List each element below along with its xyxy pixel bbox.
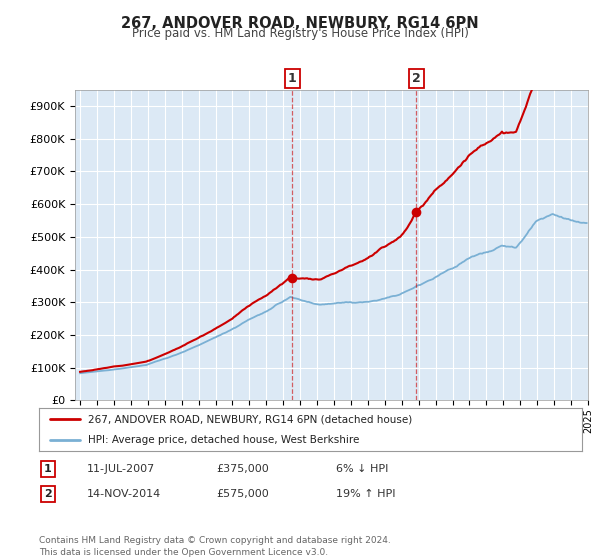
Text: 11-JUL-2007: 11-JUL-2007 bbox=[87, 464, 155, 474]
Text: 1: 1 bbox=[44, 464, 52, 474]
Text: 267, ANDOVER ROAD, NEWBURY, RG14 6PN: 267, ANDOVER ROAD, NEWBURY, RG14 6PN bbox=[121, 16, 479, 31]
Text: £575,000: £575,000 bbox=[216, 489, 269, 499]
Text: Price paid vs. HM Land Registry's House Price Index (HPI): Price paid vs. HM Land Registry's House … bbox=[131, 27, 469, 40]
Text: Contains HM Land Registry data © Crown copyright and database right 2024.
This d: Contains HM Land Registry data © Crown c… bbox=[39, 536, 391, 557]
Text: 6% ↓ HPI: 6% ↓ HPI bbox=[336, 464, 388, 474]
Text: 267, ANDOVER ROAD, NEWBURY, RG14 6PN (detached house): 267, ANDOVER ROAD, NEWBURY, RG14 6PN (de… bbox=[88, 415, 412, 424]
Text: £375,000: £375,000 bbox=[216, 464, 269, 474]
Text: 14-NOV-2014: 14-NOV-2014 bbox=[87, 489, 161, 499]
Text: HPI: Average price, detached house, West Berkshire: HPI: Average price, detached house, West… bbox=[88, 436, 359, 445]
Text: 19% ↑ HPI: 19% ↑ HPI bbox=[336, 489, 395, 499]
Text: 1: 1 bbox=[288, 72, 296, 85]
Text: 2: 2 bbox=[44, 489, 52, 499]
Text: 2: 2 bbox=[412, 72, 421, 85]
